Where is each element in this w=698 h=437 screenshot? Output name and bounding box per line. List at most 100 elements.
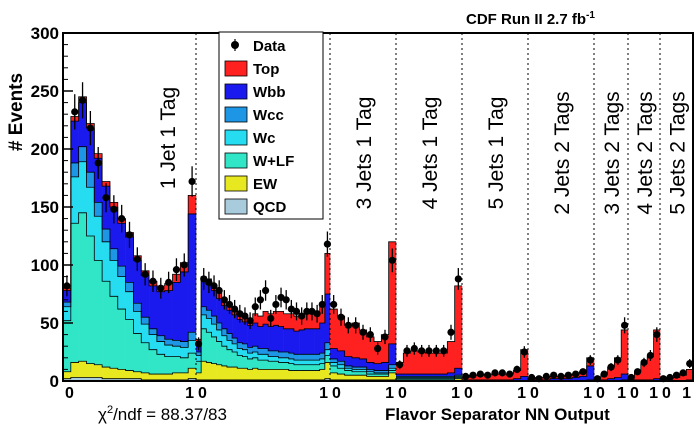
data-point-r0-b9 <box>133 255 141 263</box>
bar-top-r4-b8 <box>520 349 529 377</box>
bar-wcc-r1-b25 <box>324 342 331 350</box>
bar-top-r1-b15 <box>273 311 279 326</box>
bar-wcc-r3-b4 <box>425 376 433 378</box>
data-point-r1-b7 <box>231 305 239 313</box>
bar-wcc-r3-b7 <box>447 376 455 378</box>
y-tick-label-250: 250 <box>31 82 59 101</box>
bar-ew-r1-b19 <box>293 370 300 380</box>
outline-ew-r2 <box>330 372 396 377</box>
data-point-r1-b11 <box>251 303 259 311</box>
x-tick-zero-r1: 0 <box>198 385 207 402</box>
bar-wcc-r1-b23 <box>314 354 320 361</box>
bar-wc-r2-b7 <box>381 372 389 375</box>
region-label-0: 1 Jet 1 Tag <box>157 87 180 189</box>
bar-wcc-r0-b10 <box>141 317 150 325</box>
data-point-r1-b15 <box>272 300 280 309</box>
bar-ew-r1-b17 <box>283 369 290 380</box>
bar-top-r4-b4 <box>491 374 499 380</box>
data-point-r3-b1 <box>403 347 411 355</box>
legend-swatch-qcd <box>224 198 248 215</box>
bar-wcc-r1-b19 <box>293 354 300 361</box>
bar-top-r1-b17 <box>283 313 290 329</box>
bar-wbb-r3-b0 <box>396 374 404 377</box>
x-tick-one-r7: 1 <box>649 385 658 402</box>
bar-wcc-r1-b20 <box>299 354 305 361</box>
data-point-r7-b1 <box>634 368 642 376</box>
data-point-r7-b0 <box>627 373 635 382</box>
bar-wcc-r2-b1 <box>337 361 345 365</box>
bar-wc-r0-b10 <box>141 324 150 343</box>
bar-wcc-r1-b22 <box>309 354 315 361</box>
data-point-r7-b3 <box>646 351 655 360</box>
bar-wbb-r2-b5 <box>366 362 375 370</box>
outline-ew-r3 <box>396 378 462 381</box>
bar-wcc-r0-b13 <box>164 339 173 346</box>
bar-wbb-r0-b13 <box>164 290 173 340</box>
bar-wlf-r3-b4 <box>425 378 433 380</box>
bar-wbb-r3-b5 <box>432 374 441 377</box>
bar-ew-r0-b3 <box>86 363 95 378</box>
bar-wlf-r1-b19 <box>293 364 300 371</box>
bar-qcd-r0-b9 <box>133 378 142 381</box>
bar-wlf-r1-b12 <box>257 360 264 370</box>
bar-wc-r0-b15 <box>180 347 189 358</box>
data-point-r5-b3 <box>550 371 558 379</box>
bar-wc-r0-b8 <box>125 291 134 320</box>
data-point-r3-b2 <box>410 344 418 353</box>
bar-wlf-r3-b7 <box>447 378 455 380</box>
region-label-5: 2 Jets 2 Tags <box>551 91 574 214</box>
data-point-r8-b4 <box>686 360 694 368</box>
bar-wcc-r0-b9 <box>133 303 142 312</box>
bar-top-r0-b16 <box>188 195 197 214</box>
legend-label-ew: EW <box>253 176 278 193</box>
bar-wlf-r0-b4 <box>94 260 103 365</box>
bar-wlf-r0-b2 <box>78 212 87 362</box>
data-point-r2-b0 <box>330 300 338 309</box>
data-point-r1-b6 <box>225 300 234 309</box>
y-tick-label-50: 50 <box>40 314 59 333</box>
data-point-r0-b2 <box>78 96 87 104</box>
bar-ew-r2-b1 <box>337 374 345 380</box>
bar-wcc-r2-b3 <box>352 367 360 370</box>
bar-wcc-r0-b16 <box>188 332 197 341</box>
data-point-r0-b1 <box>71 108 79 116</box>
bar-qcd-r0-b3 <box>86 377 95 381</box>
bar-wcc-r3-b2 <box>410 376 419 378</box>
bar-wcc-r2-b0 <box>330 358 338 363</box>
data-point-r8-b2 <box>672 371 681 379</box>
bar-wlf-r0-b11 <box>149 349 158 375</box>
bar-wbb-r3-b6 <box>440 374 448 377</box>
bar-wcc-r1-b24 <box>319 353 326 359</box>
bar-top-r7-b2 <box>640 363 648 380</box>
bar-top-r6-b2 <box>607 367 615 379</box>
x-tick-zero-r4: 0 <box>464 385 473 402</box>
bar-qcd-r0-b1 <box>70 377 79 381</box>
bar-wbb-r3-b2 <box>410 374 419 377</box>
bar-wlf-r1-b6 <box>226 349 233 368</box>
data-point-r3-b3 <box>418 347 426 355</box>
legend-label-wlf: W+LF <box>253 153 294 170</box>
bar-ew-r0-b15 <box>180 372 189 380</box>
bar-wc-r1-b22 <box>309 360 315 365</box>
bar-wcc-r1-b7 <box>232 338 238 344</box>
bar-ew-r1-b22 <box>309 370 315 380</box>
bar-wc-r1-b5 <box>221 335 228 347</box>
bar-ew-r1-b13 <box>263 369 269 380</box>
y-tick-label-100: 100 <box>31 256 59 275</box>
outline-ew-r0 <box>63 360 196 375</box>
outline-wcc-r1 <box>196 306 330 355</box>
region-label-2: 3 Jets 1 Tag <box>353 97 376 210</box>
bar-wlf-r3-b8 <box>454 377 463 379</box>
data-point-r1-b17 <box>282 296 290 304</box>
outline-wbb-r3 <box>396 367 462 375</box>
bar-ew-r1-b9 <box>242 368 248 380</box>
legend-label-wc: Wc <box>253 130 276 147</box>
data-point-r6-b2 <box>607 363 615 371</box>
data-point-r0-b11 <box>149 277 157 285</box>
bar-wlf-r0-b6 <box>109 296 119 369</box>
data-point-r1-b14 <box>267 314 275 322</box>
outline-wlf-r2 <box>330 365 396 375</box>
bar-qcd-r0-b8 <box>125 378 134 381</box>
x-tick-zero-r5: 0 <box>530 385 539 402</box>
bar-wc-r1-b21 <box>304 360 310 365</box>
